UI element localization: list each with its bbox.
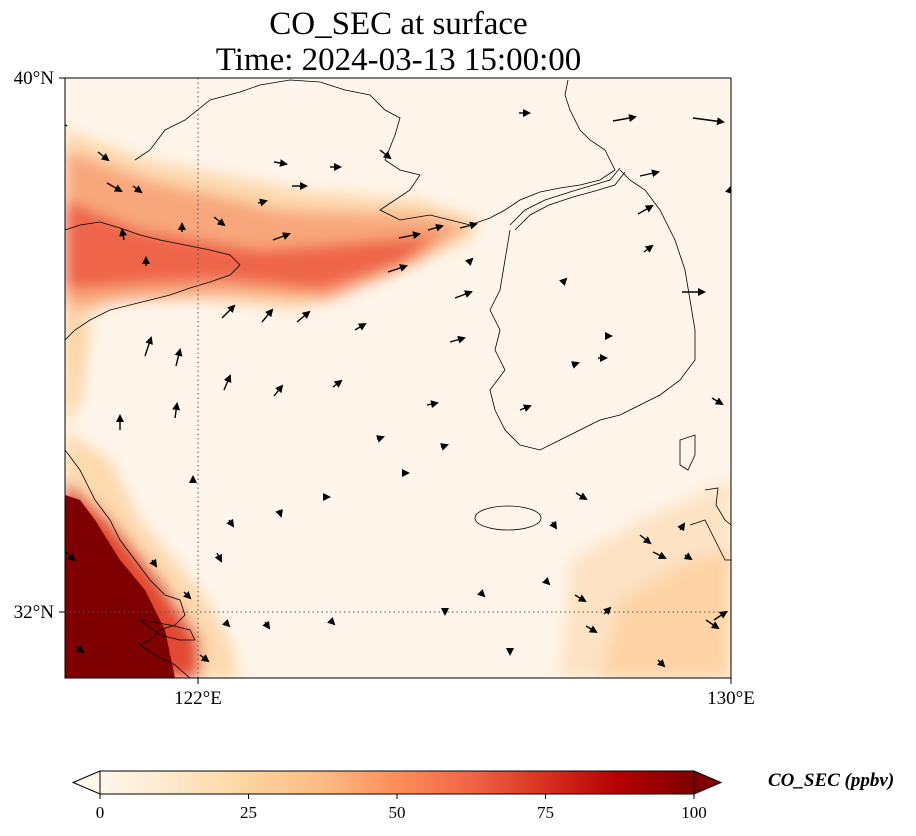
wind-arrow: [683, 552, 693, 561]
wind-arrow: [464, 257, 474, 267]
wind-arrow: [519, 404, 532, 412]
colorbar: 0 25 50 75 100: [71, 770, 723, 822]
korea-north-border-2: [514, 171, 626, 231]
wind-arrow: [449, 335, 466, 344]
colorbar-max-extend: [693, 770, 723, 795]
wind-arrow: [692, 117, 725, 126]
jiangsu-coastline: [65, 449, 191, 678]
wind-arrow: [575, 492, 588, 501]
colorbar-tick-label-0: 0: [96, 803, 105, 822]
wind-arrow: [119, 228, 128, 241]
wind-arrow: [273, 384, 284, 397]
wind-arrow: [476, 588, 486, 598]
wind-arrow: [656, 658, 666, 668]
wind-vectors: [65, 109, 731, 668]
wind-arrow: [65, 551, 76, 562]
wind-arrow: [454, 290, 473, 299]
wind-arrow: [541, 576, 551, 586]
wind-arrow: [226, 518, 235, 528]
wind-arrow: [65, 123, 68, 127]
wind-arrow: [440, 443, 449, 451]
wind-arrow: [275, 509, 283, 518]
wind-arrow: [571, 361, 580, 369]
wind-arrow: [213, 216, 226, 227]
wind-arrow: [637, 205, 654, 215]
colorbar-tick-label-25: 25: [240, 803, 257, 822]
coastlines: [65, 79, 731, 678]
wind-arrow: [149, 558, 158, 568]
wind-arrow: [332, 379, 343, 388]
wind-arrow: [172, 402, 181, 419]
wind-arrow: [272, 232, 291, 241]
wind-arrow: [426, 400, 439, 409]
wind-arrow: [387, 264, 408, 273]
wind-arrow: [182, 590, 192, 600]
map-frame: [64, 77, 732, 679]
wind-arrow: [221, 618, 231, 628]
wind-arrow: [639, 534, 652, 545]
wind-arrow: [643, 244, 654, 253]
wind-arrow: [257, 198, 268, 207]
wind-arrow: [549, 520, 558, 530]
wind-arrow: [97, 151, 110, 162]
chongming-island: [139, 619, 196, 641]
wind-arrow: [74, 645, 85, 654]
wind-arrow: [602, 606, 612, 616]
concentration-field: [65, 78, 731, 678]
y-tick-label-32n: 32°N: [14, 602, 55, 623]
wind-arrow: [612, 114, 637, 123]
wind-arrow: [652, 551, 667, 559]
wind-arrow: [376, 435, 385, 443]
korea-north-border: [509, 167, 621, 226]
colorbar-gradient: [100, 771, 694, 794]
colorbar-tick-label-50: 50: [389, 803, 406, 822]
wind-arrow: [273, 159, 288, 167]
wind-arrow: [221, 304, 236, 319]
wind-arrow: [724, 185, 731, 195]
kyushu-coast: [704, 487, 731, 526]
jeju-island: [474, 505, 542, 531]
wind-arrow: [459, 221, 478, 230]
wind-arrow: [262, 620, 271, 630]
map-subtitle-time: Time: 2024-03-13 15:00:00: [215, 42, 582, 78]
colorbar-tick-label-75: 75: [537, 803, 554, 822]
wind-arrow: [223, 374, 232, 391]
wind-arrow: [705, 619, 720, 630]
wind-arrow: [711, 397, 724, 406]
wind-arrow: [199, 654, 210, 663]
wind-arrow: [427, 223, 444, 232]
north-coastline: [134, 79, 616, 226]
tsushima-island: [679, 434, 696, 471]
wind-arrow: [261, 308, 274, 323]
wind-arrow: [354, 322, 367, 331]
wind-arrow: [585, 625, 598, 634]
colorbar-tick-label-100: 100: [681, 803, 707, 822]
x-tick-label-130e: 130°E: [707, 688, 755, 709]
korean-peninsula-coastline: [489, 169, 696, 451]
wind-arrow: [574, 594, 587, 603]
kyushu-coast-2: [689, 519, 731, 561]
wind-arrow: [174, 348, 183, 367]
wind-arrow: [639, 169, 660, 178]
y-tick-label-40n: 40°N: [14, 68, 55, 89]
wind-arrow: [214, 552, 222, 563]
wind-arrow: [132, 185, 143, 194]
wind-arrow: [144, 336, 153, 357]
wind-arrow: [106, 182, 123, 192]
x-tick-label-122e: 122°E: [174, 688, 222, 709]
wind-arrow: [326, 616, 336, 626]
wind-arrow: [296, 310, 311, 323]
map-title: CO_SEC at surface: [269, 6, 528, 42]
wind-arrow: [677, 522, 686, 532]
colorbar-title: CO_SEC (ppbv): [768, 770, 895, 791]
wind-arrow: [558, 277, 568, 287]
wind-arrow: [379, 149, 392, 160]
wind-arrow: [713, 610, 728, 621]
colorbar-min-extend: [71, 770, 101, 795]
wind-arrow: [398, 231, 421, 240]
